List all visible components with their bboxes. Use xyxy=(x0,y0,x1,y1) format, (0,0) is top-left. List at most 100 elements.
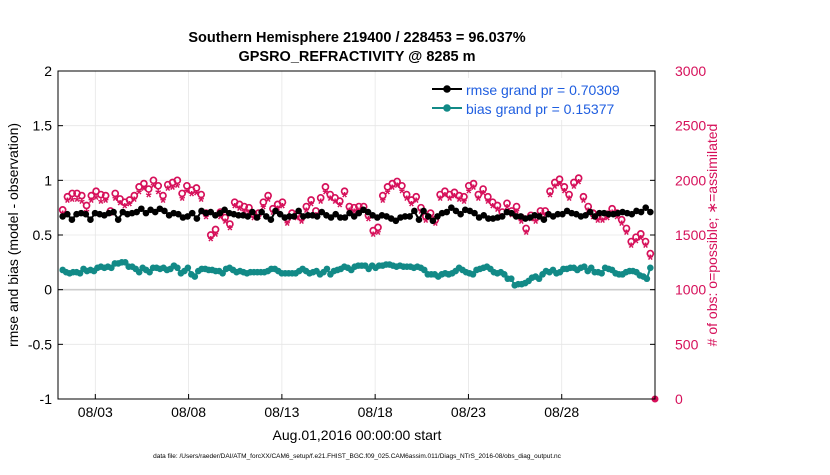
obs-assimilated-point: * xyxy=(299,215,305,232)
rmse-point xyxy=(221,206,228,214)
obs-assimilated-point: * xyxy=(557,178,563,195)
obs-possible-point xyxy=(474,190,483,199)
y-left-tick-label-6: 2 xyxy=(44,63,52,79)
obs-assimilated-point: * xyxy=(151,179,157,196)
obs-assimilated-point: * xyxy=(366,213,372,230)
obs-assimilated-point: * xyxy=(619,218,625,235)
obs-possible-point xyxy=(402,190,411,199)
obs-assimilated-point: * xyxy=(561,185,567,202)
rmse-point xyxy=(457,210,464,218)
y-left-tick-label-5: 1.5 xyxy=(33,118,53,134)
rmse-point xyxy=(448,204,455,211)
obs-assimilated-point: * xyxy=(399,185,405,202)
obs-possible-point xyxy=(378,191,387,200)
obs-assimilated-point: * xyxy=(423,214,429,231)
obs-possible-point xyxy=(178,189,186,198)
rmse-point xyxy=(82,210,90,218)
rmse-point xyxy=(63,210,71,218)
rmse-point xyxy=(216,209,224,217)
rmse-point xyxy=(401,213,409,220)
rmse-point xyxy=(452,207,460,215)
obs-assimilated-point: * xyxy=(475,192,481,209)
obs-possible-point xyxy=(345,202,354,211)
obs-possible-point xyxy=(111,189,120,198)
obs-assimilated-point: * xyxy=(495,203,501,220)
obs-possible-point xyxy=(278,198,287,207)
obs-possible-point xyxy=(206,231,215,239)
obs-possible-point xyxy=(192,184,201,192)
obs-assimilated-point: * xyxy=(628,239,634,256)
obs-assimilated-point: * xyxy=(112,192,118,209)
obs-assimilated-point: * xyxy=(547,189,553,206)
x-tick-label-4: 08/23 xyxy=(451,404,486,420)
obs-possible-point xyxy=(398,181,406,190)
obs-assimilated-point: * xyxy=(409,198,415,215)
obs-possible-point xyxy=(68,189,77,198)
obs-assimilated-point: * xyxy=(533,215,539,232)
obs-assimilated-point: * xyxy=(208,233,214,250)
rmse-point xyxy=(392,217,400,225)
rmse-point xyxy=(337,214,344,221)
rmse-point xyxy=(304,212,312,219)
obs-possible-point xyxy=(240,202,249,211)
rmse-point xyxy=(480,212,488,219)
bias-point xyxy=(598,269,605,277)
y-right-tick-label-3: 1500 xyxy=(675,227,706,243)
obs-assimilated-point: * xyxy=(633,235,639,252)
obs-assimilated-point: * xyxy=(523,226,529,243)
obs-assimilated-point: * xyxy=(581,195,587,212)
obs-assimilated-point: * xyxy=(232,200,238,217)
y-left-tick-label-0: -1 xyxy=(40,391,53,407)
y-axis-right-label: # of obs: o=possible; ∗=assimilated xyxy=(704,124,720,347)
obs-possible-point xyxy=(245,203,253,212)
obs-assimilated-point: * xyxy=(308,198,314,215)
rmse-point xyxy=(272,207,279,215)
rmse-point xyxy=(267,216,275,223)
obs-possible-point xyxy=(546,187,554,196)
obs-possible-point xyxy=(87,191,96,200)
rmse-point xyxy=(341,214,349,221)
rmse-point xyxy=(605,210,612,218)
y-right-tick-label-4: 2000 xyxy=(675,172,706,188)
y-left-tick-label-1: -0.5 xyxy=(28,336,52,352)
rmse-point xyxy=(184,213,191,220)
rmse-point xyxy=(512,213,520,220)
obs-assimilated-point: * xyxy=(251,212,257,229)
obs-assimilated-point: * xyxy=(265,194,271,211)
x-tick-label-2: 08/13 xyxy=(264,404,299,420)
obs-assimilated-point: * xyxy=(74,194,80,211)
obs-assimilated-point: * xyxy=(571,180,577,197)
obs-assimilated-point: * xyxy=(370,229,376,246)
obs-assimilated-point: * xyxy=(198,194,204,211)
obs-assimilated-point: * xyxy=(289,211,295,228)
obs-possible-point xyxy=(350,203,358,212)
obs-assimilated-point: * xyxy=(203,211,209,228)
rmse-point xyxy=(327,214,335,221)
y-axis-left: -1 -0.5 0 0.5 1 1.5 2 xyxy=(28,63,63,407)
obs-assimilated-point: * xyxy=(413,195,419,212)
obs-assimilated-point: * xyxy=(442,189,448,206)
rmse-point xyxy=(87,216,94,223)
rmse-point xyxy=(151,208,159,216)
rmse-point xyxy=(114,216,122,223)
obs-possible-point xyxy=(484,192,492,201)
obs-possible-point xyxy=(512,202,521,211)
obs-assimilated-point: * xyxy=(595,214,601,231)
obs-assimilated-point: * xyxy=(165,183,171,200)
y-left-tick-label-4: 1 xyxy=(44,172,52,188)
obs-assimilated-point: * xyxy=(490,200,496,217)
bias-point xyxy=(184,264,192,272)
obs-assimilated-point: * xyxy=(604,212,610,229)
obs-assimilated-point: * xyxy=(452,190,458,207)
y-right-tick-label-0: 0 xyxy=(675,391,683,407)
obs-assimilated-point: * xyxy=(155,186,161,203)
obs-assimilated-point: * xyxy=(174,179,180,196)
rmse-point xyxy=(586,208,594,216)
obs-possible-point xyxy=(636,230,645,238)
obs-possible-point xyxy=(393,177,401,186)
obs-possible-point xyxy=(646,249,655,258)
x-axis: 08/03 08/08 08/13 08/18 08/23 08/28 xyxy=(78,394,579,420)
obs-assimilated-point: * xyxy=(237,202,243,219)
obs-assimilated-point: * xyxy=(280,200,286,217)
obs-assimilated-point: * xyxy=(385,186,391,203)
